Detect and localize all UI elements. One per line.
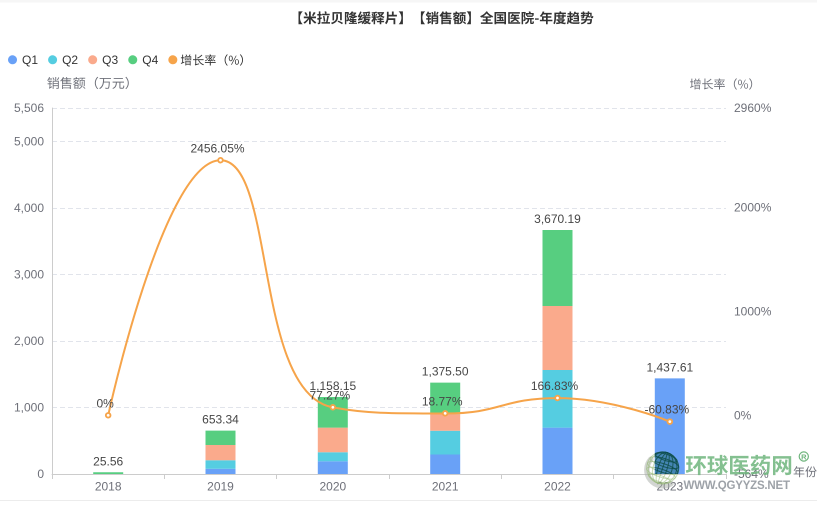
svg-text:2022: 2022 xyxy=(544,480,571,494)
svg-text:2021: 2021 xyxy=(432,480,459,494)
svg-text:5,000: 5,000 xyxy=(14,135,44,149)
svg-text:1,375.50: 1,375.50 xyxy=(422,365,469,379)
svg-text:4,000: 4,000 xyxy=(14,201,44,215)
svg-text:3,000: 3,000 xyxy=(14,268,44,282)
svg-text:2456.05%: 2456.05% xyxy=(190,141,244,155)
svg-text:0%: 0% xyxy=(96,396,114,410)
svg-text:Q1: Q1 xyxy=(22,53,38,67)
svg-text:2960%: 2960% xyxy=(734,101,772,115)
svg-text:2000%: 2000% xyxy=(734,201,772,215)
svg-text:1,158.15: 1,158.15 xyxy=(309,379,356,393)
svg-text:77.27%: 77.27% xyxy=(309,388,350,402)
svg-text:1,000: 1,000 xyxy=(14,401,44,415)
svg-text:0: 0 xyxy=(37,467,44,481)
svg-text:0%: 0% xyxy=(734,408,752,422)
svg-text:-60.83%: -60.83% xyxy=(644,403,689,417)
svg-text:166.83%: 166.83% xyxy=(531,379,579,393)
svg-text:1,437.61: 1,437.61 xyxy=(646,360,693,374)
svg-text:2019: 2019 xyxy=(207,480,234,494)
svg-text:2020: 2020 xyxy=(319,480,346,494)
svg-text:653.34: 653.34 xyxy=(202,413,239,427)
svg-text:Q3: Q3 xyxy=(102,53,118,67)
svg-text:25.56: 25.56 xyxy=(93,454,123,468)
svg-text:Q4: Q4 xyxy=(142,53,158,67)
svg-text:R: R xyxy=(801,453,807,462)
svg-text:18.77%: 18.77% xyxy=(422,394,463,408)
svg-text:Q2: Q2 xyxy=(62,53,78,67)
svg-text:1000%: 1000% xyxy=(734,305,772,319)
svg-text:WWW.QGYYZS.NET: WWW.QGYYZS.NET xyxy=(684,480,791,492)
svg-text:3,670.19: 3,670.19 xyxy=(534,212,581,226)
svg-text:2,000: 2,000 xyxy=(14,334,44,348)
svg-text:5,506: 5,506 xyxy=(14,101,44,115)
svg-text:2018: 2018 xyxy=(95,480,122,494)
